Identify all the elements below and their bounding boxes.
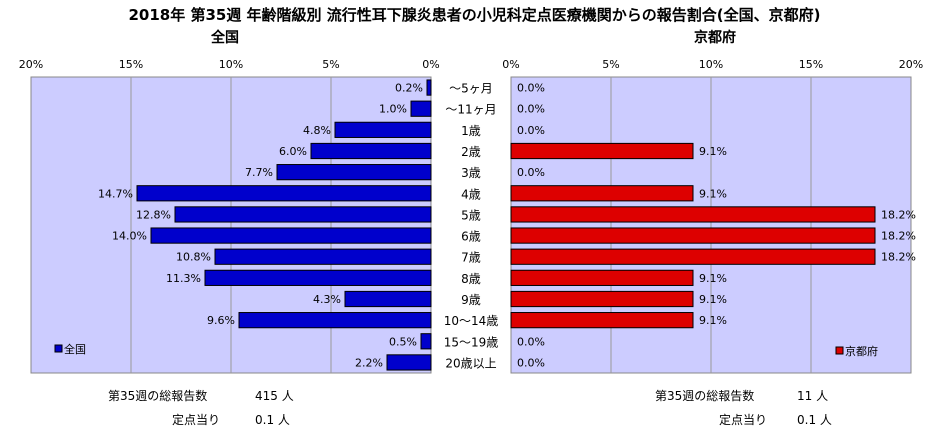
kyoto-data-label: 9.1% bbox=[699, 272, 727, 285]
category-label: 7歳 bbox=[461, 251, 481, 265]
left-panel-title: 全国 bbox=[211, 30, 239, 46]
kyoto-data-label: 0.0% bbox=[517, 356, 545, 369]
kyoto-data-label: 0.0% bbox=[517, 335, 545, 348]
national-legend-label: 全国 bbox=[64, 342, 86, 356]
national-bar bbox=[420, 333, 432, 350]
kyoto-bar bbox=[510, 142, 694, 160]
left-tick-label: 15% bbox=[119, 58, 143, 71]
national-bar bbox=[136, 185, 432, 202]
national-data-label: 0.5% bbox=[389, 335, 417, 348]
left-tick-label: 5% bbox=[322, 58, 339, 71]
kyoto-per-label: 定点当り bbox=[719, 413, 768, 427]
national-bar bbox=[410, 100, 432, 117]
national-bar bbox=[150, 227, 432, 244]
category-label: 6歳 bbox=[461, 230, 481, 244]
kyoto-data-label: 0.0% bbox=[517, 124, 545, 137]
national-data-label: 4.8% bbox=[303, 124, 331, 137]
kyoto-per-value: 0.1 人 bbox=[797, 413, 832, 427]
kyoto-data-label: 9.1% bbox=[699, 187, 727, 200]
right-tick-label: 5% bbox=[602, 58, 619, 71]
right-panel-title: 京都府 bbox=[694, 30, 736, 46]
national-data-label: 9.6% bbox=[207, 314, 235, 327]
national-bar bbox=[174, 206, 432, 223]
kyoto-data-label: 9.1% bbox=[699, 145, 727, 158]
national-total-label: 第35週の総報告数 bbox=[108, 389, 208, 403]
category-label: 9歳 bbox=[461, 293, 481, 307]
left-tick-label: 10% bbox=[219, 58, 243, 71]
category-label: 8歳 bbox=[461, 272, 481, 286]
right-tick-label: 10% bbox=[699, 58, 723, 71]
national-data-label: 14.7% bbox=[98, 187, 133, 200]
category-label: ～11ヶ月 bbox=[445, 103, 496, 117]
kyoto-bar bbox=[510, 269, 694, 286]
kyoto-bar bbox=[510, 227, 876, 244]
national-data-label: 10.8% bbox=[176, 251, 211, 264]
kyoto-bar bbox=[510, 248, 876, 265]
national-bar bbox=[214, 248, 432, 265]
category-label: 20歳以上 bbox=[445, 356, 496, 370]
kyoto-data-label: 9.1% bbox=[699, 293, 727, 306]
left-tick-label: 0% bbox=[422, 58, 439, 71]
category-label: ～5ヶ月 bbox=[449, 82, 493, 96]
national-bar bbox=[344, 290, 432, 308]
left-tick-label: 20% bbox=[19, 58, 43, 71]
kyoto-data-label: 0.0% bbox=[517, 166, 545, 179]
category-label: 15～19歳 bbox=[444, 335, 499, 349]
national-bar bbox=[276, 164, 432, 181]
national-data-label: 1.0% bbox=[379, 103, 407, 116]
national-data-label: 12.8% bbox=[136, 208, 171, 221]
category-label: 3歳 bbox=[461, 166, 481, 180]
national-data-label: 14.0% bbox=[112, 230, 147, 243]
kyoto-bar bbox=[510, 290, 694, 308]
category-label: 1歳 bbox=[461, 124, 481, 138]
kyoto-total-label: 第35週の総報告数 bbox=[655, 389, 755, 403]
national-per-label: 定点当り bbox=[172, 413, 221, 427]
category-label: 10～14歳 bbox=[444, 314, 499, 328]
national-bar bbox=[204, 269, 432, 286]
kyoto-bar bbox=[510, 185, 694, 202]
national-bar bbox=[386, 354, 432, 371]
national-data-label: 0.2% bbox=[395, 82, 423, 95]
national-total-value: 415 人 bbox=[255, 389, 294, 403]
national-bar bbox=[238, 312, 432, 329]
right-tick-label: 15% bbox=[799, 58, 823, 71]
kyoto-data-label: 0.0% bbox=[517, 103, 545, 116]
national-data-label: 4.3% bbox=[313, 293, 341, 306]
kyoto-data-label: 0.0% bbox=[517, 82, 545, 95]
kyoto-total-value: 11 人 bbox=[797, 389, 829, 403]
national-legend-swatch bbox=[54, 344, 63, 353]
kyoto-legend-swatch bbox=[835, 346, 844, 355]
national-data-label: 11.3% bbox=[166, 272, 201, 285]
kyoto-legend-label: 京都府 bbox=[845, 344, 878, 358]
category-label: 2歳 bbox=[461, 145, 481, 159]
kyoto-data-label: 18.2% bbox=[881, 208, 916, 221]
category-label: 4歳 bbox=[461, 187, 481, 201]
national-data-label: 6.0% bbox=[279, 145, 307, 158]
category-label: 5歳 bbox=[461, 208, 481, 222]
national-bar bbox=[426, 79, 432, 96]
national-bar bbox=[310, 142, 432, 160]
national-data-label: 7.7% bbox=[245, 166, 273, 179]
kyoto-data-label: 18.2% bbox=[881, 230, 916, 243]
kyoto-bar bbox=[510, 312, 694, 329]
national-bar bbox=[334, 121, 432, 138]
national-per-value: 0.1 人 bbox=[255, 413, 290, 427]
right-tick-label: 0% bbox=[502, 58, 519, 71]
kyoto-bar bbox=[510, 206, 876, 223]
right-tick-label: 20% bbox=[899, 58, 923, 71]
kyoto-data-label: 18.2% bbox=[881, 251, 916, 264]
national-data-label: 2.2% bbox=[355, 356, 383, 369]
kyoto-data-label: 9.1% bbox=[699, 314, 727, 327]
chart-title: 2018年 第35週 年齢階級別 流行性耳下腺炎患者の小児科定点医療機関からの報… bbox=[128, 6, 821, 24]
